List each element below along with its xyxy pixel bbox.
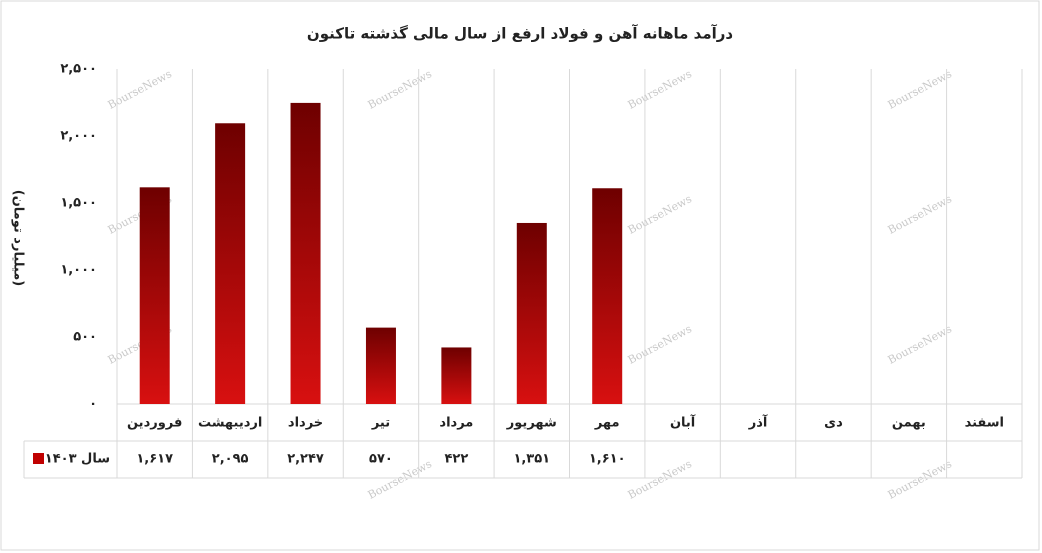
category-label: آذر bbox=[748, 414, 768, 431]
table-value: ۱,۶۱۷ bbox=[136, 452, 173, 467]
table-value: ۲,۰۹۵ bbox=[212, 452, 249, 467]
category-label: شهریور bbox=[506, 416, 557, 431]
category-label: آبان bbox=[670, 414, 696, 431]
bar bbox=[365, 327, 396, 404]
category-label: اسفند bbox=[965, 416, 1004, 431]
table-value: ۱,۶۱۰ bbox=[589, 452, 626, 467]
y-axis-label: (میلیارد تومان) bbox=[11, 190, 26, 287]
table-value: ۴۲۲ bbox=[444, 452, 468, 467]
y-tick-label: ۲,۵۰۰ bbox=[60, 62, 97, 77]
chart-title: درآمد ماهانه آهن و فولاد ارفع از سال مال… bbox=[307, 25, 734, 43]
bar bbox=[592, 188, 623, 404]
y-tick-label: ۲,۰۰۰ bbox=[60, 129, 97, 144]
y-tick-label: ۵۰۰ bbox=[73, 330, 97, 345]
y-tick-label: ۱,۵۰۰ bbox=[60, 196, 97, 211]
bar bbox=[516, 222, 547, 404]
bar bbox=[139, 187, 170, 404]
category-label: دی bbox=[824, 416, 843, 431]
y-tick-label: ۰ bbox=[89, 397, 97, 412]
category-label: بهمن bbox=[892, 416, 926, 431]
category-label: مهر bbox=[594, 416, 620, 431]
category-label: خرداد bbox=[288, 416, 323, 431]
category-label: تیر bbox=[371, 416, 390, 431]
y-tick-label: ۱,۰۰۰ bbox=[60, 263, 97, 278]
table-value: ۲,۲۴۷ bbox=[287, 452, 324, 467]
bar bbox=[441, 347, 472, 404]
bar bbox=[215, 123, 246, 405]
category-label: اردیبهشت bbox=[198, 416, 262, 431]
bar bbox=[290, 102, 321, 404]
category-label: فروردین bbox=[127, 416, 182, 431]
table-value: ۱,۳۵۱ bbox=[513, 452, 550, 467]
legend-label: سال ۱۴۰۳ bbox=[45, 452, 110, 467]
table-value: ۵۷۰ bbox=[369, 452, 393, 467]
category-label: مرداد bbox=[439, 416, 473, 431]
legend-swatch bbox=[33, 453, 44, 464]
